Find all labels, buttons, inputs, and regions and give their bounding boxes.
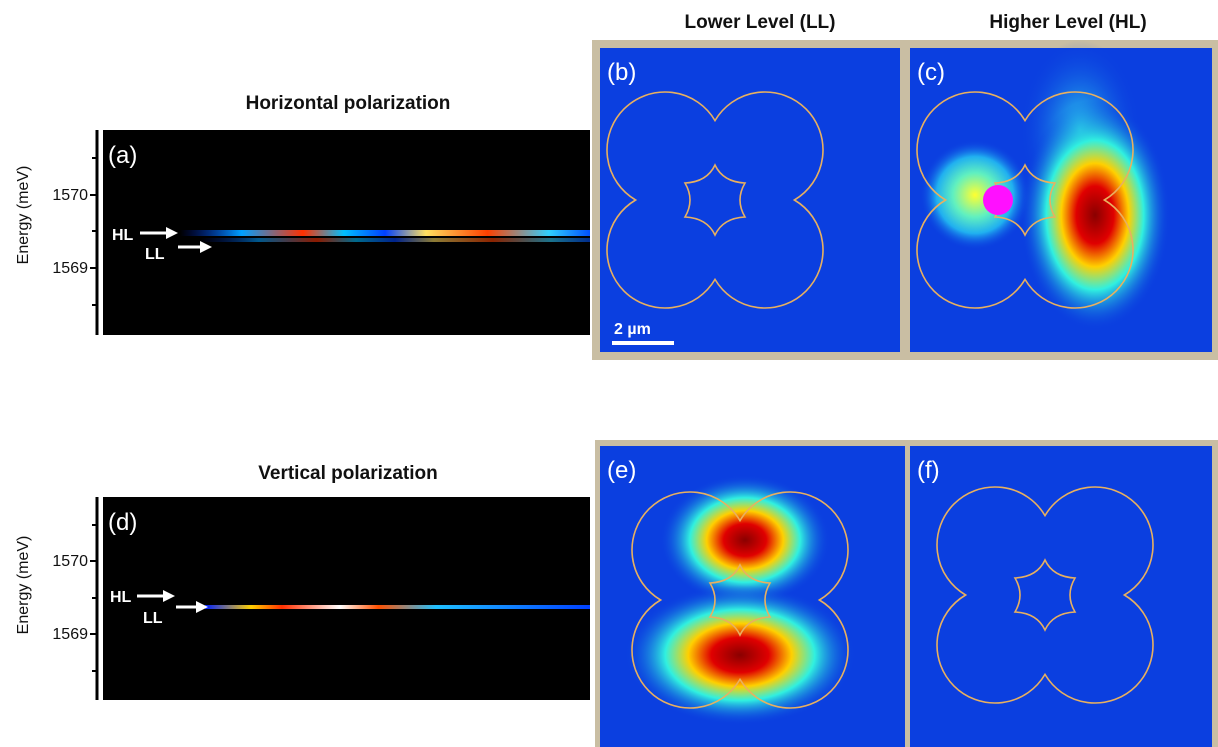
ll-line <box>200 238 590 242</box>
tick-label: 1569 <box>52 626 88 643</box>
map-panel: (c) <box>905 40 1218 360</box>
row-title: Horizontal polarization <box>246 93 451 114</box>
column-header: Higher Level (HL) <box>989 12 1146 33</box>
tick-label: 1570 <box>52 553 88 570</box>
panel-label: (c) <box>917 59 945 86</box>
panel-label: (e) <box>607 457 636 484</box>
panel-label: (f) <box>917 457 940 484</box>
spectrum-panel: 1570 1569 Energy (meV) (d) HL LL <box>15 497 590 700</box>
panel-label: (d) <box>108 509 137 536</box>
hl-line <box>180 230 590 236</box>
scale-bar-label: 2 µm <box>614 321 651 338</box>
arrow-label: HL <box>112 227 134 244</box>
map-panel: (b) 2 µm <box>592 40 905 360</box>
line <box>205 605 590 609</box>
row-title: Vertical polarization <box>258 463 438 484</box>
axis-label: Energy (meV) <box>15 166 32 265</box>
figure: Lower Level (LL) Higher Level (HL) Horiz… <box>0 0 1218 747</box>
map-panel: (f) <box>905 440 1218 747</box>
marker <box>983 185 1013 215</box>
spectrum-panel: 1570 1569 Energy (meV) (a) HL LL <box>15 130 590 335</box>
arrow-label: HL <box>110 589 132 606</box>
map-panel: (e) <box>595 440 905 747</box>
tick-label: 1569 <box>52 260 88 277</box>
axis-label: Energy (meV) <box>15 536 32 635</box>
column-header: Lower Level (LL) <box>685 12 836 33</box>
arrow-label: LL <box>145 246 165 263</box>
arrow-label: LL <box>143 610 163 627</box>
spectrum-image <box>103 497 590 700</box>
panel-label: (b) <box>607 59 636 86</box>
panel-label: (a) <box>108 142 137 169</box>
tick-label: 1570 <box>52 187 88 204</box>
